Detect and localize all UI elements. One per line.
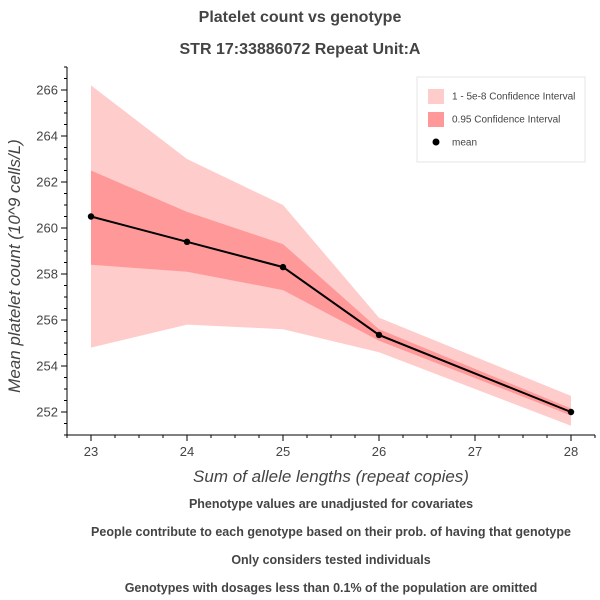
mean-point-23 — [87, 213, 95, 220]
x-tick-label-28: 28 — [564, 444, 578, 459]
axes: 252 254 256 258 260 262 264 266 23 24 25 26 27 28 — [36, 66, 596, 459]
chart-subtitle: STR 17:33886072 Repeat Unit:A — [179, 41, 421, 58]
y-tick-label-260: 260 — [36, 221, 58, 236]
x-tick-label-24: 24 — [180, 444, 194, 459]
x-tick-label-27: 27 — [468, 444, 482, 459]
y-tick-label-252: 252 — [36, 405, 58, 420]
ci-band-95 — [91, 170, 571, 416]
confidence-bands — [91, 85, 571, 426]
y-tick-label-258: 258 — [36, 267, 58, 282]
mean-point-26 — [375, 331, 383, 339]
note-unadjusted: Phenotype values are unadjusted for cova… — [188, 497, 474, 511]
legend-label-0: 1 - 5e-8 Confidence Interval — [452, 92, 575, 103]
chart-plot: 252 254 256 258 260 262 264 266 23 24 25 26 27 28 1 -… — [5, 66, 596, 486]
chart-title: Platelet count vs genotype — [198, 9, 402, 26]
note-omitted: Genotypes with dosages less than 0.1% of… — [124, 581, 538, 595]
mean-line-group — [87, 213, 575, 416]
legend-swatch-1 — [428, 112, 444, 127]
x-tick-label-25: 25 — [276, 444, 290, 459]
note-contribution: People contribute to each genotype based… — [91, 525, 571, 539]
y-tick-label-266: 266 — [36, 83, 58, 98]
legend-label-1: 0.95 Confidence Interval — [452, 115, 560, 126]
y-tick-label-262: 262 — [36, 175, 58, 190]
legend-box — [416, 76, 586, 163]
x-tick-label-23: 23 — [84, 444, 98, 459]
mean-point-25 — [279, 263, 287, 271]
y-tick-label-254: 254 — [36, 359, 58, 374]
x-tick-label-26: 26 — [372, 444, 386, 459]
y-tick-label-264: 264 — [36, 129, 58, 144]
note-tested: Only considers tested individuals — [231, 553, 431, 567]
ci-band-5e-8 — [91, 85, 571, 426]
legend: 1 - 5e-8 Confidence Interval 0.95 Confide… — [416, 76, 586, 163]
legend-label-2: mean — [452, 138, 477, 149]
mean-point-28 — [567, 408, 575, 416]
x-axis-label: Sum of allele lengths (repeat copies) — [193, 467, 469, 486]
legend-swatch-mean — [432, 138, 440, 146]
y-axis-label: Mean platelet count (10^9 cells/L) — [5, 139, 24, 393]
y-tick-label-256: 256 — [36, 313, 58, 328]
legend-swatch-0 — [428, 89, 444, 104]
mean-point-24 — [183, 238, 191, 245]
